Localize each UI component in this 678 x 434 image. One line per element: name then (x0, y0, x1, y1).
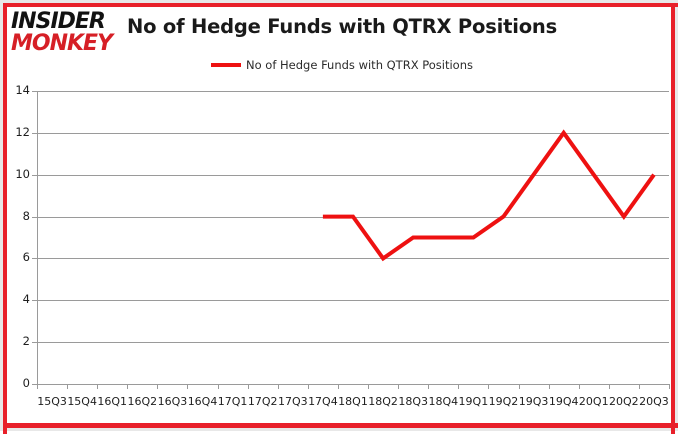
x-tick-label: 18Q1 (338, 395, 368, 408)
y-tick-label: 2 (22, 334, 30, 349)
y-tick-label: 14 (15, 83, 30, 97)
x-tick-label: 19Q3 (518, 395, 549, 408)
frame-edge-top (3, 3, 678, 7)
x-tick-label: 16Q4 (187, 395, 218, 408)
x-tick-label: 20Q3 (639, 395, 669, 408)
x-tick-label: 19Q2 (488, 395, 519, 408)
x-tick-mark (428, 384, 430, 389)
legend-color-swatch (210, 63, 241, 67)
x-tick-label: 16Q3 (157, 395, 188, 408)
frame-edge-left (3, 3, 7, 434)
x-tick-label: 18Q4 (428, 395, 459, 408)
x-tick-label: 18Q3 (398, 395, 429, 408)
chart-legend: No of Hedge Funds with QTRX Positions (3, 58, 678, 72)
gridline-y (37, 91, 669, 92)
x-tick-label: 15Q3 (37, 395, 67, 408)
y-tick-mark (32, 132, 37, 134)
y-tick-mark (32, 216, 37, 218)
y-tick-mark (32, 174, 37, 176)
x-tick-label: 16Q1 (97, 395, 128, 408)
x-tick-label: 19Q4 (548, 395, 579, 408)
x-tick-mark (669, 384, 670, 389)
x-tick-mark (398, 384, 400, 389)
x-tick-mark (247, 384, 249, 389)
y-tick-mark (32, 258, 37, 260)
x-tick-mark (368, 384, 370, 389)
x-tick-label: 18Q2 (368, 395, 398, 408)
insider-monkey-logo: INSIDER MONKEY (11, 11, 139, 59)
gridline-y (37, 300, 669, 302)
x-tick-label: 17Q2 (247, 395, 278, 408)
x-tick-mark (37, 384, 38, 389)
x-tick-mark (187, 384, 189, 389)
gridline-y (37, 258, 669, 260)
gridline-y (37, 342, 669, 344)
x-tick-label: 20Q1 (578, 395, 609, 408)
y-tick-label: 0 (22, 376, 30, 390)
x-tick-mark (608, 384, 610, 389)
y-tick-label: 8 (22, 208, 30, 223)
x-tick-mark (488, 384, 490, 389)
x-tick-mark (97, 384, 99, 389)
x-tick-mark (277, 384, 279, 389)
x-tick-mark (337, 384, 339, 389)
x-tick-mark (548, 384, 550, 389)
x-tick-mark (638, 384, 640, 389)
gridline-y (37, 132, 669, 134)
x-tick-mark (157, 384, 159, 389)
x-tick-mark (307, 384, 309, 389)
y-axis-line (37, 91, 38, 385)
gridline-y (37, 384, 669, 385)
x-tick-mark (127, 384, 129, 389)
gridline-y (37, 216, 669, 218)
x-tick-mark (578, 384, 580, 389)
logo-text-monkey: MONKEY (11, 31, 113, 56)
plot-area (37, 91, 669, 385)
y-tick-mark (32, 342, 37, 344)
gridline-y (37, 174, 669, 176)
x-tick-mark (67, 384, 69, 389)
y-tick-label: 12 (15, 124, 30, 139)
x-tick-label: 16Q2 (127, 395, 158, 408)
y-tick-mark (32, 384, 37, 385)
x-tick-label: 17Q4 (308, 395, 338, 408)
frame-edge-right (671, 3, 675, 434)
x-tick-label: 20Q2 (609, 395, 639, 408)
y-tick-label: 4 (22, 292, 30, 307)
x-tick-mark (217, 384, 219, 389)
x-tick-label: 17Q1 (217, 395, 248, 408)
logo-text-insider: INSIDER (11, 9, 106, 34)
x-tick-label: 19Q1 (458, 395, 489, 408)
x-tick-mark (458, 384, 460, 389)
frame-edge-bottom (3, 423, 678, 428)
x-tick-mark (518, 384, 520, 389)
x-tick-label: 17Q3 (277, 395, 308, 408)
legend-label: No of Hedge Funds with QTRX Positions (245, 58, 474, 72)
x-tick-label: 15Q4 (67, 395, 97, 408)
y-tick-mark (32, 91, 37, 92)
y-tick-label: 6 (22, 250, 30, 265)
chart-title: No of Hedge Funds with QTRX Positions (127, 15, 557, 38)
y-tick-mark (32, 300, 37, 302)
y-tick-label: 10 (15, 166, 30, 181)
